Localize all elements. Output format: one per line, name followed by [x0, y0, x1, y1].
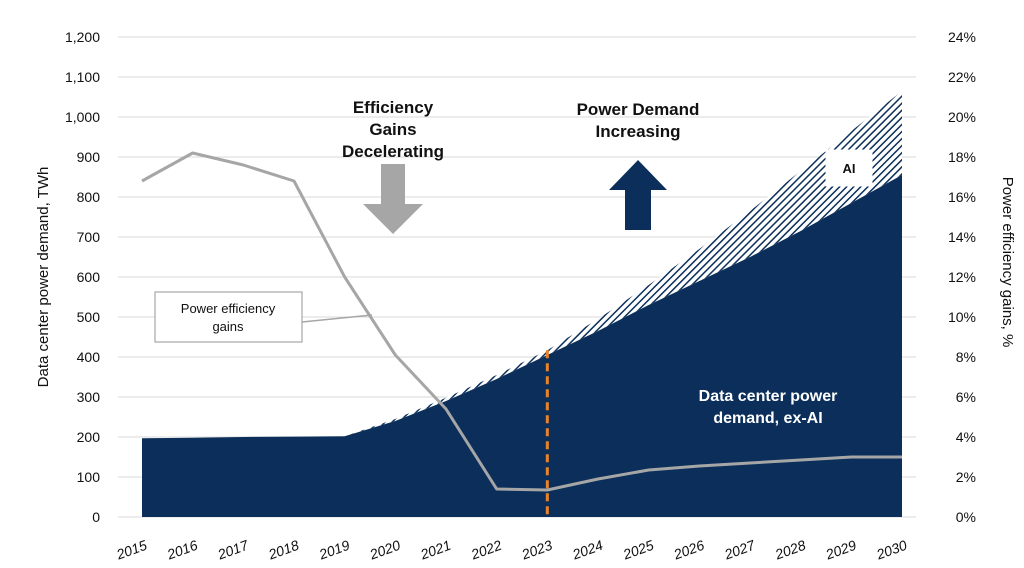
y-left-tick-label: 1,000: [65, 109, 100, 125]
y-left-tick-label: 800: [77, 189, 101, 205]
x-tick-label: 2026: [671, 537, 707, 563]
efficiency-title-line-1: Efficiency: [353, 98, 434, 117]
y-axis-right-title: Power efficiency gains, %: [999, 177, 1016, 348]
ex-ai-area: [142, 175, 902, 517]
y-left-tick-label: 0: [92, 509, 100, 525]
efficiency-title-line-2: Gains: [369, 120, 416, 139]
x-tick-label: 2017: [215, 536, 252, 562]
ex-ai-label-line-2: demand, ex-AI: [713, 410, 822, 427]
y-left-tick-label: 600: [77, 269, 101, 285]
line-label-line-1: Power efficiency: [181, 301, 276, 316]
x-tick-label: 2016: [164, 537, 200, 563]
y-right-tick-label: 10%: [948, 309, 976, 325]
x-tick-label: 2020: [367, 537, 403, 563]
x-tick-label: 2029: [823, 537, 859, 563]
y-axis-left-title: Data center power demand, TWh: [35, 167, 52, 388]
x-tick-label: 2027: [721, 536, 758, 562]
x-tick-label: 2024: [569, 537, 605, 563]
down-arrow-icon: [363, 164, 423, 234]
line-label-box: [154, 291, 303, 343]
x-tick-label: 2015: [113, 537, 149, 563]
y-right-tick-label: 2%: [956, 469, 976, 485]
efficiency-line: [141, 151, 902, 492]
x-axis-ticks: 2015 2016 2017 2018 2019 2020 2021 2022 2023 2024…: [113, 536, 909, 562]
y-right-tick-label: 22%: [948, 69, 976, 85]
y-left-tick-label: 700: [77, 229, 101, 245]
x-tick-label: 2028: [772, 537, 808, 563]
y-left-tick-label: 100: [77, 469, 101, 485]
line-label-line-2: gains: [212, 319, 244, 334]
x-tick-label: 2022: [468, 537, 504, 563]
y-left-tick-label: 900: [77, 149, 101, 165]
y-right-tick-label: 16%: [948, 189, 976, 205]
y-right-tick-label: 0%: [956, 509, 976, 525]
efficiency-title-line-3: Decelerating: [342, 142, 444, 161]
y-right-tick-label: 18%: [948, 149, 976, 165]
y-right-tick-label: 24%: [948, 29, 976, 45]
y-right-tick-label: 20%: [948, 109, 976, 125]
y-left-tick-label: 400: [77, 349, 101, 365]
x-tick-label: 2030: [873, 537, 909, 563]
y-right-tick-label: 6%: [956, 389, 976, 405]
y-axis-right-ticks: 0% 2% 4% 6% 8% 10% 12% 14% 16% 18% 20% 22% 24%: [948, 29, 976, 525]
x-tick-label: 2023: [519, 537, 555, 563]
y-left-tick-label: 500: [77, 309, 101, 325]
x-tick-label: 2021: [417, 537, 453, 563]
y-left-tick-label: 300: [77, 389, 101, 405]
y-right-tick-label: 4%: [956, 429, 976, 445]
x-tick-label: 2018: [265, 537, 301, 563]
x-tick-label: 2019: [316, 537, 352, 563]
y-left-tick-label: 1,200: [65, 29, 100, 45]
y-right-tick-label: 14%: [948, 229, 976, 245]
ai-label-box: [825, 149, 873, 187]
x-tick-label: 2025: [620, 537, 656, 563]
y-right-tick-label: 8%: [956, 349, 976, 365]
line-label-leader: [301, 314, 373, 323]
y-axis-left-ticks: 0 100 200 300 400 500 600 700 800 900 1,000 1,100 1,…: [65, 29, 100, 525]
y-left-tick-label: 1,100: [65, 69, 100, 85]
demand-title-line-1: Power Demand: [577, 100, 700, 119]
demand-title-line-2: Increasing: [595, 122, 680, 141]
stacked-areas: [142, 91, 902, 517]
efficiency-line-group: [141, 151, 902, 492]
up-arrow-icon: [609, 160, 667, 230]
ai-label: AI: [843, 161, 856, 176]
y-right-tick-label: 12%: [948, 269, 976, 285]
ex-ai-label-line-1: Data center power: [699, 388, 838, 405]
y-left-tick-label: 200: [77, 429, 101, 445]
